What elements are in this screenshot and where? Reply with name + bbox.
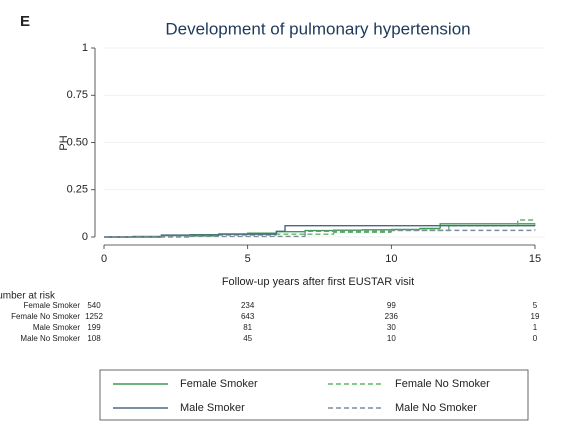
- y-tick-label: 0.50: [67, 136, 88, 148]
- risk-count: 540: [87, 301, 101, 310]
- risk-count: 236: [385, 312, 399, 321]
- step-segment: [517, 219, 535, 226]
- step-segment: [284, 224, 535, 232]
- step-segment: [189, 235, 306, 238]
- risk-count: 234: [241, 301, 255, 310]
- risk-count: 1: [533, 323, 538, 332]
- y-tick-label: 0: [82, 231, 88, 243]
- risk-count: 5: [533, 301, 538, 310]
- risk-count: 99: [387, 301, 396, 310]
- y-tick-label: 0.25: [67, 184, 88, 196]
- x-tick-label: 5: [245, 253, 251, 265]
- step-segment: [275, 230, 286, 235]
- risk-count: 81: [243, 323, 252, 332]
- risk-row-name: Male Smoker: [33, 323, 80, 332]
- risk-row-name: Female No Smoker: [11, 312, 80, 321]
- x-tick-label: 10: [385, 253, 397, 265]
- x-tick-label: 0: [101, 253, 107, 265]
- risk-count: 30: [387, 323, 396, 332]
- x-axis-label: Follow-up years after first EUSTAR visit: [222, 276, 414, 288]
- panel-label: E: [20, 13, 30, 30]
- risk-row-name: Male No Smoker: [20, 334, 80, 343]
- risk-table-title: Number at risk: [0, 291, 56, 302]
- risk-count: 108: [87, 334, 101, 343]
- step-segment: [419, 227, 441, 230]
- y-tick-label: 0.75: [67, 89, 88, 101]
- x-tick-label: 15: [529, 253, 541, 265]
- risk-count: 1252: [85, 312, 103, 321]
- step-segment: [218, 233, 277, 236]
- risk-count: 0: [533, 334, 538, 343]
- y-tick-label: 1: [82, 42, 88, 54]
- step-segment: [390, 229, 535, 232]
- step-segment: [439, 223, 535, 229]
- risk-count: 643: [241, 312, 255, 321]
- legend-box: [99, 369, 529, 421]
- step-segment: [448, 224, 518, 231]
- risk-count: 199: [87, 323, 101, 332]
- step-segment: [304, 230, 392, 237]
- step-segment: [333, 231, 392, 235]
- legend-label: Male Smoker: [180, 402, 245, 414]
- legend-label: Male No Smoker: [395, 402, 477, 414]
- risk-count: 45: [243, 334, 252, 343]
- risk-count: 10: [387, 334, 396, 343]
- risk-row-name: Female Smoker: [24, 301, 81, 310]
- step-segment: [304, 229, 334, 232]
- risk-count: 19: [531, 312, 540, 321]
- legend-label: Female Smoker: [180, 378, 258, 390]
- y-axis-label: PH: [58, 135, 70, 150]
- chart-title: Development of pulmonary hypertension: [165, 19, 470, 38]
- legend-label: Female No Smoker: [395, 378, 490, 390]
